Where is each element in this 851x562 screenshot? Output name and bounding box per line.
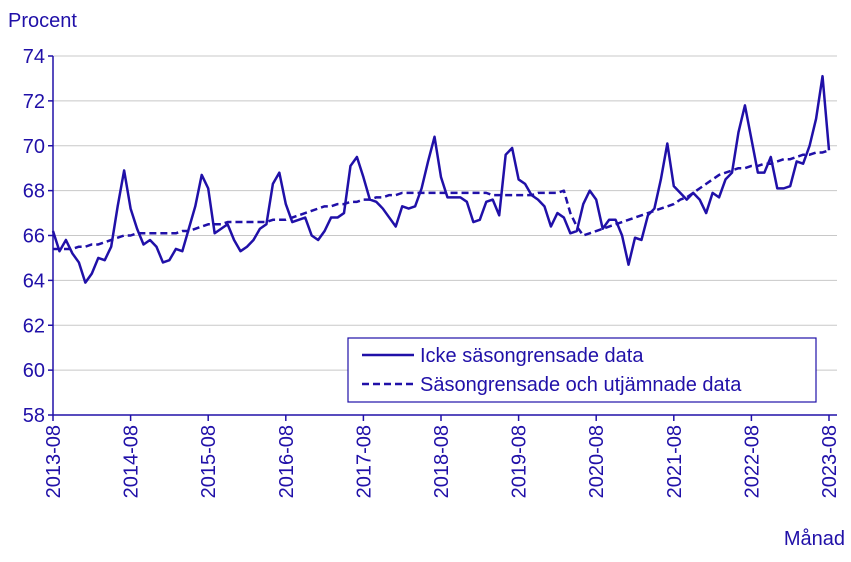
x-tick-label: 2014-08: [121, 425, 143, 498]
x-tick-label: 2018-08: [431, 425, 453, 498]
x-tick-label: 2015-08: [198, 425, 220, 498]
legend-label: Icke säsongrensade data: [420, 345, 644, 367]
x-tick-label: 2022-08: [741, 425, 763, 498]
y-tick-label: 72: [23, 91, 45, 113]
x-axis-title: Månad: [784, 528, 845, 550]
y-axis-title: Procent: [8, 10, 77, 32]
y-tick-label: 58: [23, 405, 45, 427]
x-tick-label: 2017-08: [353, 425, 375, 498]
x-tick-label: 2023-08: [819, 425, 841, 498]
x-tick-label: 2016-08: [276, 425, 298, 498]
y-tick-label: 64: [23, 270, 45, 292]
series-line: [51, 74, 831, 284]
legend-box: [347, 337, 817, 403]
x-tick-label: 2013-08: [43, 425, 65, 498]
y-tick-label: 70: [23, 136, 45, 158]
x-tick-label: 2021-08: [664, 425, 686, 498]
x-tick-label: 2019-08: [509, 425, 531, 498]
y-tick-label: 68: [23, 181, 45, 203]
y-tick-label: 60: [23, 360, 45, 382]
y-tick-label: 74: [23, 46, 45, 68]
series-line: [53, 149, 830, 251]
legend-label: Säsongrensade och utjämnade data: [420, 374, 742, 396]
y-tick-label: 62: [23, 315, 45, 337]
y-tick-label: 66: [23, 226, 45, 248]
x-tick-label: 2020-08: [586, 425, 608, 498]
legend: Icke säsongrensade data Säsongrensade och…: [347, 337, 817, 403]
